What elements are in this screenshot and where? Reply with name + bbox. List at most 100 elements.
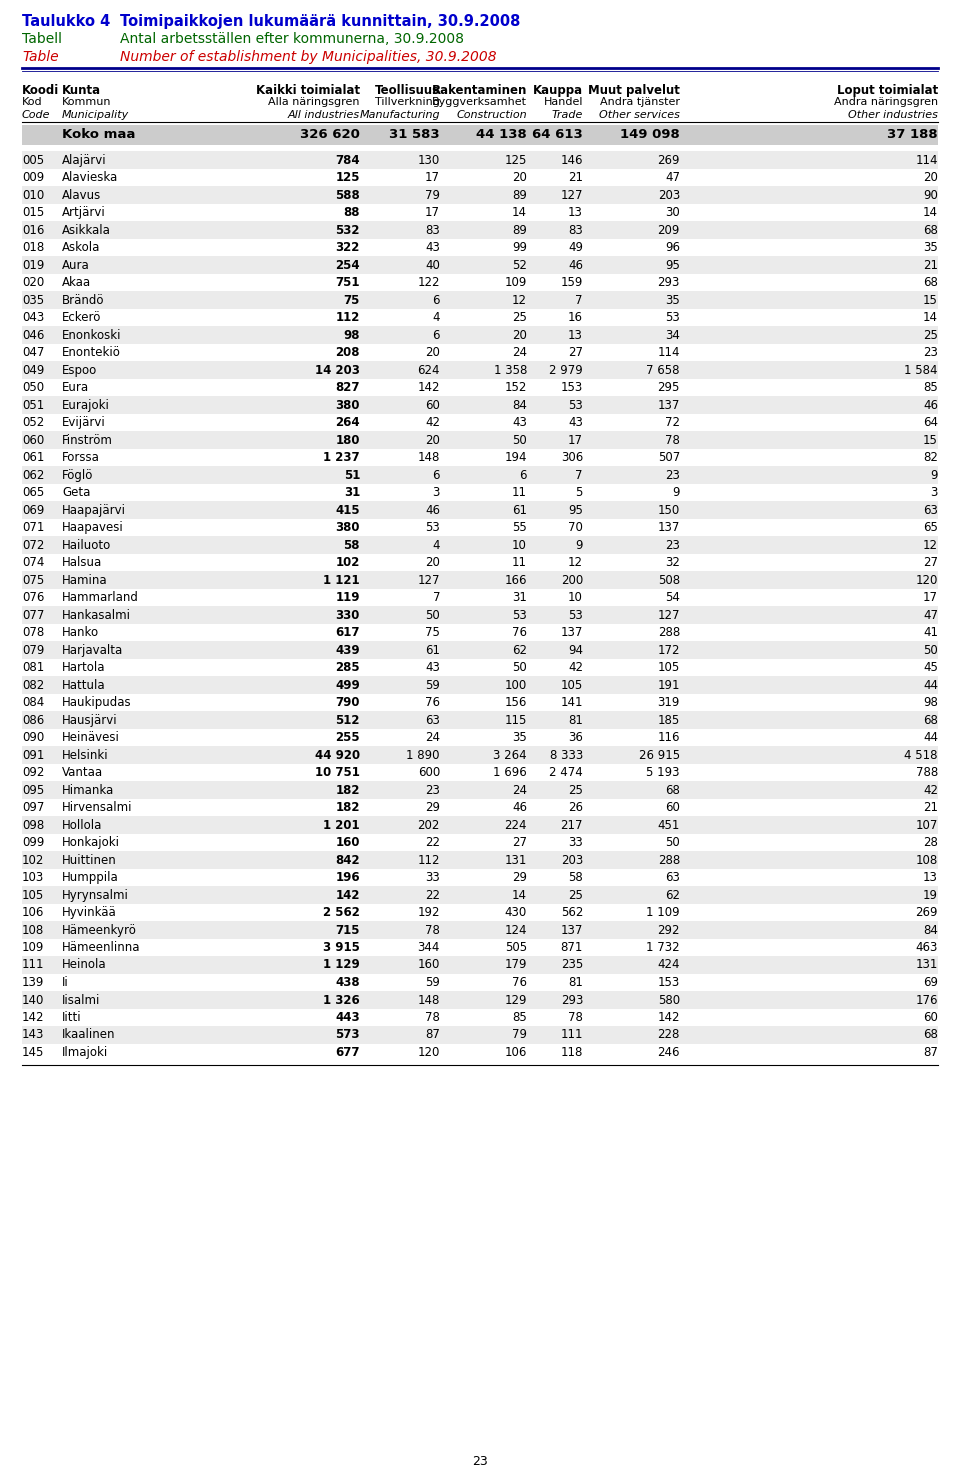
Text: 179: 179 xyxy=(505,958,527,971)
Text: 153: 153 xyxy=(561,380,583,394)
Text: 112: 112 xyxy=(418,853,440,867)
Text: Haukipudas: Haukipudas xyxy=(62,696,132,710)
Text: Loput toimialat: Loput toimialat xyxy=(837,84,938,97)
Text: 31 583: 31 583 xyxy=(390,128,440,141)
Text: 100: 100 xyxy=(505,679,527,692)
Text: 443: 443 xyxy=(335,1011,360,1024)
Text: 3 915: 3 915 xyxy=(324,942,360,953)
Text: 255: 255 xyxy=(335,732,360,743)
Text: 25: 25 xyxy=(512,311,527,325)
Text: Rakentaminen: Rakentaminen xyxy=(432,84,527,97)
Text: 788: 788 xyxy=(916,765,938,779)
Text: 115: 115 xyxy=(505,714,527,727)
Text: 31: 31 xyxy=(512,591,527,604)
Bar xyxy=(22,921,938,939)
Text: 49: 49 xyxy=(568,241,583,254)
Text: 142: 142 xyxy=(22,1011,44,1024)
Text: 049: 049 xyxy=(22,363,44,376)
Text: 50: 50 xyxy=(924,643,938,657)
Text: 98: 98 xyxy=(924,696,938,710)
Text: 019: 019 xyxy=(22,259,44,272)
Text: Huittinen: Huittinen xyxy=(62,853,117,867)
Bar xyxy=(22,851,938,868)
Bar xyxy=(22,746,938,764)
Bar xyxy=(22,711,938,729)
Text: 63: 63 xyxy=(924,504,938,517)
Text: 53: 53 xyxy=(568,608,583,621)
Text: Artjärvi: Artjärvi xyxy=(62,206,106,219)
Text: Himanka: Himanka xyxy=(62,783,114,796)
Text: 152: 152 xyxy=(505,380,527,394)
Text: 55: 55 xyxy=(513,521,527,535)
Text: 046: 046 xyxy=(22,329,44,341)
Text: 4: 4 xyxy=(433,539,440,551)
Text: 94: 94 xyxy=(568,643,583,657)
Text: Tabell: Tabell xyxy=(22,32,62,46)
Text: 6: 6 xyxy=(433,329,440,341)
Text: 68: 68 xyxy=(924,276,938,289)
Text: Kaikki toimialat: Kaikki toimialat xyxy=(256,84,360,97)
Text: 46: 46 xyxy=(425,504,440,517)
Text: 330: 330 xyxy=(336,608,360,621)
Text: 46: 46 xyxy=(512,801,527,814)
Text: 344: 344 xyxy=(418,942,440,953)
Text: 15: 15 xyxy=(924,294,938,307)
Text: 319: 319 xyxy=(658,696,680,710)
Text: 052: 052 xyxy=(22,416,44,429)
Text: 086: 086 xyxy=(22,714,44,727)
Text: 32: 32 xyxy=(665,555,680,569)
Text: Ilmajoki: Ilmajoki xyxy=(62,1046,108,1059)
Text: 228: 228 xyxy=(658,1028,680,1042)
Text: Hartola: Hartola xyxy=(62,661,106,674)
Text: 47: 47 xyxy=(923,608,938,621)
Text: 322: 322 xyxy=(336,241,360,254)
Text: 137: 137 xyxy=(561,626,583,639)
Text: 095: 095 xyxy=(22,783,44,796)
Text: 191: 191 xyxy=(658,679,680,692)
Text: 108: 108 xyxy=(916,853,938,867)
Text: 415: 415 xyxy=(335,504,360,517)
Text: Asikkala: Asikkala xyxy=(62,223,110,237)
Text: 42: 42 xyxy=(568,661,583,674)
Text: 120: 120 xyxy=(418,1046,440,1059)
Text: 069: 069 xyxy=(22,504,44,517)
Text: 254: 254 xyxy=(335,259,360,272)
Text: 11: 11 xyxy=(512,555,527,569)
Text: 21: 21 xyxy=(568,170,583,184)
Text: 499: 499 xyxy=(335,679,360,692)
Text: 146: 146 xyxy=(561,153,583,166)
Text: Antal arbetsställen efter kommunerna, 30.9.2008: Antal arbetsställen efter kommunerna, 30… xyxy=(120,32,464,46)
Text: 75: 75 xyxy=(425,626,440,639)
Text: 103: 103 xyxy=(22,871,44,884)
Text: 562: 562 xyxy=(561,906,583,920)
Text: 42: 42 xyxy=(923,783,938,796)
Text: 31: 31 xyxy=(344,486,360,499)
Text: 9: 9 xyxy=(673,486,680,499)
Text: 081: 081 xyxy=(22,661,44,674)
Text: 127: 127 xyxy=(561,188,583,201)
Text: 58: 58 xyxy=(344,539,360,551)
Text: 6: 6 xyxy=(519,469,527,482)
Bar xyxy=(22,187,938,204)
Text: 129: 129 xyxy=(505,993,527,1006)
Text: 68: 68 xyxy=(924,1028,938,1042)
Text: 23: 23 xyxy=(472,1454,488,1468)
Text: Hyvinkää: Hyvinkää xyxy=(62,906,117,920)
Text: 827: 827 xyxy=(335,380,360,394)
Text: 098: 098 xyxy=(22,818,44,831)
Text: 127: 127 xyxy=(418,573,440,586)
Text: 072: 072 xyxy=(22,539,44,551)
Text: 082: 082 xyxy=(22,679,44,692)
Text: 105: 105 xyxy=(22,889,44,902)
Text: 24: 24 xyxy=(512,783,527,796)
Text: 59: 59 xyxy=(425,679,440,692)
Text: 20: 20 xyxy=(425,347,440,358)
Text: 17: 17 xyxy=(568,433,583,447)
Text: Harjavalta: Harjavalta xyxy=(62,643,123,657)
Text: 159: 159 xyxy=(561,276,583,289)
Text: 114: 114 xyxy=(658,347,680,358)
Text: 6: 6 xyxy=(433,469,440,482)
Bar xyxy=(22,571,938,589)
Text: 50: 50 xyxy=(665,836,680,849)
Text: 43: 43 xyxy=(568,416,583,429)
